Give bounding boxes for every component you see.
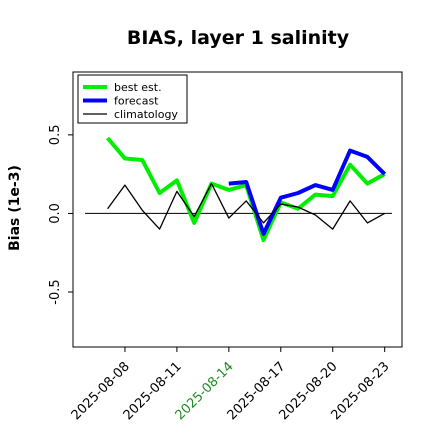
y-tick-label: 0.5 <box>48 125 63 146</box>
y-axis-label: Bias (1e-3) <box>7 165 23 251</box>
plot-area <box>72 71 403 348</box>
legend-label-forecast: forecast <box>114 95 159 108</box>
y-tick-label: 0.0 <box>48 203 63 224</box>
y-tick-label: -0.5 <box>48 279 63 304</box>
series-best-est <box>106 136 386 243</box>
legend-label-best-est: best est. <box>114 81 162 94</box>
chart-title: BIAS, layer 1 salinity <box>127 27 350 49</box>
series-forecast <box>228 148 387 236</box>
series-line <box>106 136 386 243</box>
series-line <box>107 182 386 230</box>
series-climatology <box>107 182 386 230</box>
series-line <box>228 148 387 236</box>
legend-label-climatology: climatology <box>114 108 178 121</box>
